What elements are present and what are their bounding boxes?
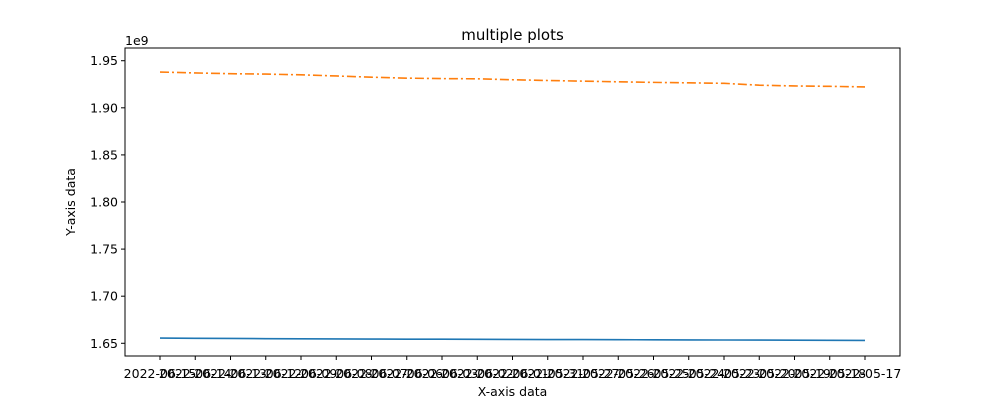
x-axis: 2022-06-152022-06-142022-06-132022-06-12… — [124, 356, 902, 381]
y-tick-label: 1.95 — [90, 53, 118, 68]
x-tick-label: 2022-06-15 — [124, 366, 197, 381]
x-tick-label: 2022-06-01 — [476, 366, 549, 381]
series-line-2 — [159, 71, 866, 88]
y-tick-label: 1.85 — [90, 147, 118, 162]
x-tick-label: 2022-06-02 — [441, 366, 514, 381]
chart-title: multiple plots — [461, 26, 564, 44]
x-tick-label: 2022-06-03 — [406, 366, 479, 381]
x-tick-label: 2022-05-27 — [547, 366, 620, 381]
x-tick-label: 2022-05-24 — [652, 366, 725, 381]
x-tick-label: 2022-05-31 — [511, 366, 584, 381]
x-tick-label: 2022-06-06 — [370, 366, 443, 381]
plot-frame — [124, 47, 901, 357]
x-axis-label: X-axis data — [478, 384, 548, 399]
y-tick-label: 1.70 — [90, 289, 118, 304]
x-tick-label: 2022-06-14 — [159, 366, 232, 381]
y-axis-label: Y-axis data — [63, 168, 78, 237]
x-tick-label: 2022-05-25 — [617, 366, 690, 381]
y-tick-label: 1.90 — [90, 100, 118, 115]
y-tick-label: 1.75 — [90, 242, 118, 257]
x-tick-label: 2022-06-13 — [194, 366, 267, 381]
x-tick-label: 2022-05-23 — [688, 366, 761, 381]
y-offset-label: 1e9 — [125, 33, 149, 48]
y-tick-label: 1.65 — [90, 336, 118, 351]
y-axis: 1.65 1.70 1.75 1.80 1.85 1.90 1.95 — [90, 53, 125, 351]
x-tick-label: 2022-06-12 — [229, 366, 302, 381]
series-line-1 — [159, 337, 866, 342]
x-tick-label: 2022-05-26 — [582, 366, 655, 381]
x-tick-label: 2022-05-19 — [758, 366, 831, 381]
x-tick-label: 2022-06-09 — [265, 366, 338, 381]
y-tick-label: 1.80 — [90, 195, 118, 210]
x-tick-label: 2022-05-20 — [723, 366, 796, 381]
x-tick-label: 2022-05-17 — [829, 366, 902, 381]
series-layer — [159, 71, 866, 342]
x-tick-label: 2022-06-08 — [300, 366, 373, 381]
x-tick-label: 2022-05-18 — [793, 366, 866, 381]
x-tick-label: 2022-06-07 — [335, 366, 408, 381]
